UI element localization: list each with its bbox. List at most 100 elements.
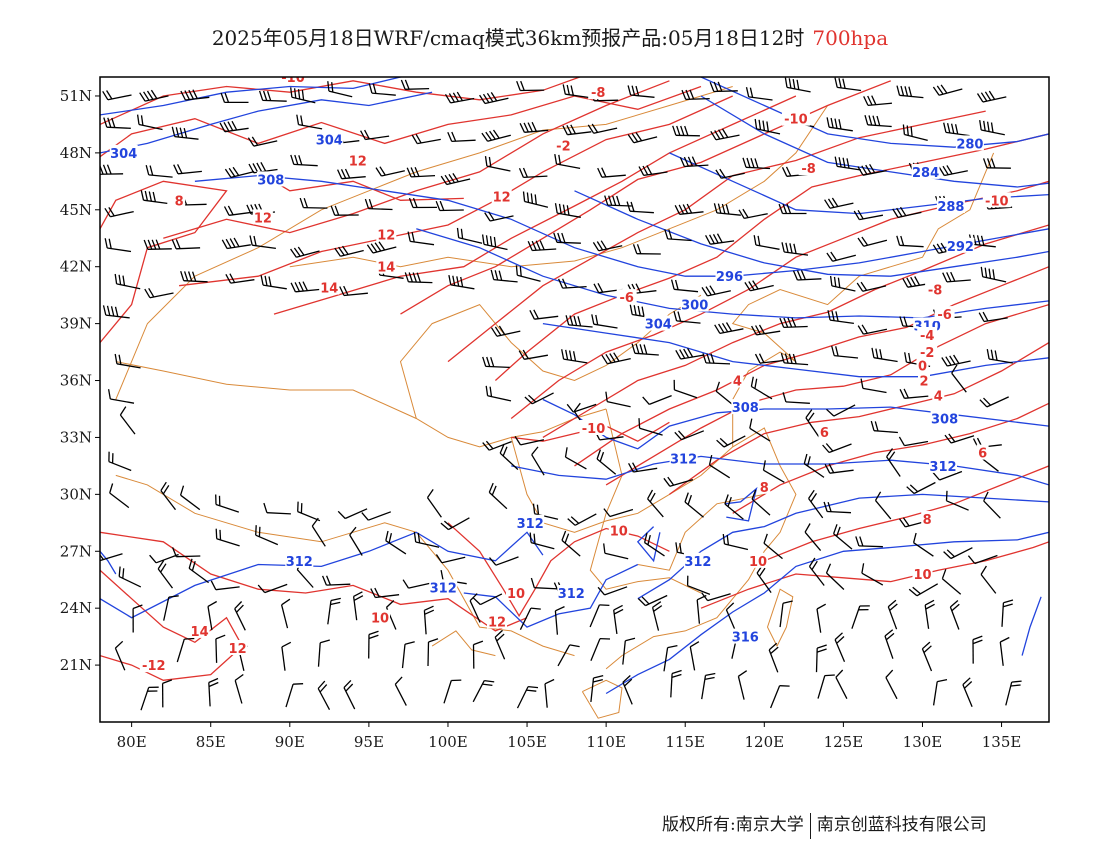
wind-barb-feather (404, 641, 415, 645)
wind-barb (980, 266, 1007, 283)
contour-label-bg (139, 657, 168, 673)
wind-barb-shaft (176, 247, 201, 250)
wind-barb-feather (368, 634, 379, 640)
wind-barb (986, 348, 1013, 364)
wind-barb-feather (473, 640, 484, 646)
wind-barb-feather (754, 353, 761, 364)
wind-barb (104, 238, 132, 253)
wind-barb-shaft (215, 586, 240, 591)
wind-barb-shaft (999, 641, 1004, 666)
wind-barb-feather (972, 635, 983, 641)
wind-barb-shaft (604, 552, 629, 560)
wind-barb (827, 310, 854, 325)
wind-barb-shaft (349, 534, 363, 556)
wind-barb-feather (687, 347, 694, 358)
wind-barb-shaft (886, 456, 901, 477)
wind-barb-shaft (744, 213, 768, 220)
wind-barb-feather (643, 344, 648, 355)
wind-barb-feather (603, 508, 611, 517)
wind-barb (210, 580, 240, 591)
contour-label-bg (731, 628, 760, 644)
wind-barb-feather (325, 575, 332, 586)
wind-barb-feather (902, 278, 909, 288)
wind-barb-feather (290, 154, 295, 165)
wind-barb (589, 604, 610, 628)
wind-barb-feather (831, 345, 835, 356)
temperature-contour (700, 541, 1049, 609)
contour-label: 10 (913, 568, 931, 583)
wind-barb-feather (566, 125, 572, 135)
wind-barb-shaft (707, 290, 731, 297)
wind-barb (750, 376, 773, 400)
wind-barb (368, 630, 379, 659)
wind-barb-feather (311, 517, 319, 527)
wind-barb (887, 599, 898, 630)
wind-barb-feather (718, 129, 725, 139)
wind-barb-feather (834, 118, 838, 129)
wind-barb-feather (149, 554, 157, 564)
wind-barb-feather (601, 167, 607, 178)
wind-barb-shaft (904, 440, 929, 447)
wind-barb (171, 126, 199, 140)
wind-barb (864, 115, 892, 128)
wind-barb (857, 163, 887, 176)
wind-barb (769, 685, 790, 709)
wind-barb-feather (452, 92, 459, 102)
wind-barb-feather (726, 534, 730, 545)
wind-barb-feather (871, 347, 875, 358)
wind-barb-feather (264, 275, 268, 286)
wind-barb-feather (460, 276, 464, 287)
wind-barb-feather (408, 272, 414, 283)
wind-barb-feather (485, 440, 494, 450)
wind-barb (562, 124, 592, 136)
wind-barb (1005, 680, 1022, 706)
wind-barb (257, 583, 288, 594)
temperature-contour (494, 133, 1049, 381)
contour-label: -10 (784, 113, 808, 128)
wind-barb-feather (531, 240, 537, 251)
wind-barb-shaft (596, 458, 617, 475)
wind-barb (590, 674, 604, 702)
wind-barb-feather (515, 265, 518, 276)
wind-barb-feather (708, 454, 713, 466)
wind-barb-feather (296, 114, 300, 125)
wind-barb-shaft (480, 593, 503, 606)
contour-label-bg (227, 640, 248, 655)
wind-barb-feather (587, 124, 595, 134)
contour-label-bg (921, 511, 934, 526)
wind-barb (826, 404, 856, 417)
wind-barb-feather (162, 679, 173, 685)
wind-barb-feather (755, 325, 761, 335)
wind-barb-feather (717, 203, 722, 214)
wind-barb-feather (984, 267, 988, 278)
wind-barb (896, 85, 924, 99)
wind-barb-feather (493, 236, 497, 247)
wind-barb-feather (482, 683, 493, 687)
wind-barb (394, 676, 407, 706)
wind-barb-feather (482, 442, 490, 451)
wind-barb (554, 153, 581, 170)
wind-barb-shaft (487, 395, 512, 402)
wind-barb-shaft (804, 531, 822, 552)
wind-barb (1001, 599, 1014, 627)
wind-barb-feather (319, 684, 328, 693)
wind-barb-feather (482, 356, 487, 367)
wind-barb-shaft (496, 330, 521, 337)
wind-barb (651, 601, 663, 631)
height-contour (100, 77, 404, 116)
wind-barb (215, 494, 240, 513)
wind-barb (448, 274, 475, 290)
wind-barb-feather (946, 165, 953, 175)
wind-barb (874, 491, 892, 520)
contour-label: -10 (281, 71, 305, 86)
wind-barb-feather (444, 93, 452, 104)
wind-barb (263, 502, 291, 515)
wind-barb-shaft (833, 404, 856, 417)
wind-barb-feather (972, 234, 977, 245)
wind-barb-shaft (368, 207, 393, 211)
wind-barb-feather (331, 82, 334, 93)
wind-barb-shaft (524, 200, 549, 208)
wind-barb-feather (787, 317, 793, 328)
wind-barb-shaft (520, 439, 545, 446)
wind-barb-feather (953, 354, 960, 364)
